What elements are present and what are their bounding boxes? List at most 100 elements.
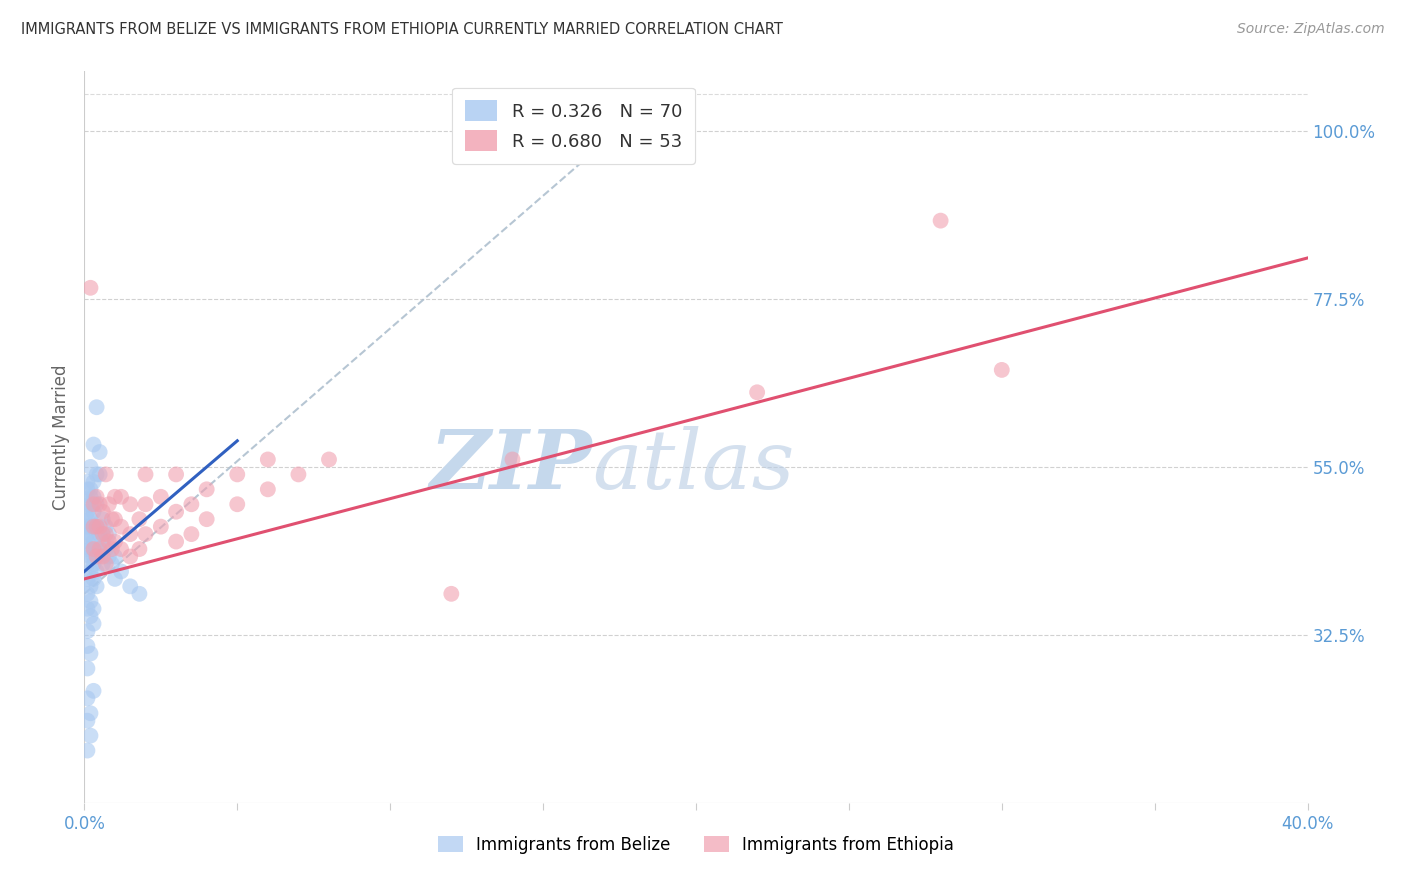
Point [79, 729, 101, 743]
Point [149, 519, 172, 533]
Point [76, 512, 98, 526]
Point [440, 587, 463, 601]
Point [83, 572, 105, 586]
Point [94, 467, 117, 482]
Point [79, 519, 101, 533]
Point [79, 542, 101, 557]
Point [79, 281, 101, 295]
Point [101, 512, 124, 526]
Point [79, 483, 101, 497]
Legend: R = 0.326   N = 70, R = 0.680   N = 53: R = 0.326 N = 70, R = 0.680 N = 53 [453, 87, 695, 164]
Point [929, 213, 952, 227]
Point [79, 565, 101, 579]
Text: ZIP: ZIP [429, 426, 592, 507]
Point [257, 483, 280, 497]
Point [747, 385, 769, 400]
Point [94, 527, 117, 541]
Point [83, 534, 105, 549]
Point [101, 542, 124, 557]
Point [110, 490, 132, 504]
Point [89, 542, 111, 557]
Point [120, 497, 142, 511]
Point [91, 527, 114, 541]
Point [91, 512, 114, 526]
Point [94, 519, 117, 533]
Point [76, 534, 98, 549]
Point [94, 557, 117, 571]
Point [86, 497, 108, 511]
Point [86, 579, 108, 593]
Point [104, 512, 127, 526]
Point [76, 572, 98, 586]
Point [110, 542, 132, 557]
Point [226, 497, 249, 511]
Point [76, 475, 98, 489]
Point [97, 497, 120, 511]
Point [94, 542, 117, 557]
Point [120, 549, 142, 564]
Point [79, 706, 101, 721]
Point [79, 549, 101, 564]
Point [79, 647, 101, 661]
Point [287, 467, 309, 482]
Point [79, 579, 101, 593]
Point [76, 542, 98, 557]
Point [83, 519, 105, 533]
Point [83, 490, 105, 504]
Point [86, 519, 108, 533]
Point [135, 497, 157, 511]
Point [195, 483, 218, 497]
Point [83, 557, 105, 571]
Point [86, 542, 108, 557]
Point [89, 527, 111, 541]
Point [76, 505, 98, 519]
Point [110, 565, 132, 579]
Point [97, 527, 120, 541]
Point [79, 459, 101, 474]
Point [76, 527, 98, 541]
Point [195, 512, 218, 526]
Point [83, 505, 105, 519]
Point [86, 519, 108, 533]
Point [104, 534, 127, 549]
Point [86, 401, 108, 415]
Point [120, 579, 142, 593]
Point [135, 467, 157, 482]
Point [79, 497, 101, 511]
Y-axis label: Currently Married: Currently Married [52, 364, 70, 510]
Point [76, 691, 98, 706]
Point [91, 549, 114, 564]
Point [89, 497, 111, 511]
Point [83, 475, 105, 489]
Point [83, 437, 105, 451]
Point [79, 594, 101, 608]
Text: atlas: atlas [592, 426, 794, 507]
Point [149, 490, 172, 504]
Point [165, 534, 187, 549]
Point [165, 505, 187, 519]
Point [110, 519, 132, 533]
Point [128, 587, 150, 601]
Point [79, 490, 101, 504]
Point [83, 549, 105, 564]
Point [83, 601, 105, 615]
Point [104, 490, 127, 504]
Point [86, 467, 108, 482]
Point [91, 505, 114, 519]
Point [79, 512, 101, 526]
Point [86, 549, 108, 564]
Point [180, 497, 202, 511]
Point [76, 624, 98, 639]
Point [76, 743, 98, 757]
Point [89, 445, 111, 459]
Point [76, 661, 98, 675]
Point [76, 557, 98, 571]
Text: IMMIGRANTS FROM BELIZE VS IMMIGRANTS FROM ETHIOPIA CURRENTLY MARRIED CORRELATION: IMMIGRANTS FROM BELIZE VS IMMIGRANTS FRO… [21, 22, 783, 37]
Point [104, 549, 127, 564]
Point [83, 683, 105, 698]
Point [76, 587, 98, 601]
Point [257, 452, 280, 467]
Point [135, 527, 157, 541]
Point [79, 527, 101, 541]
Point [91, 534, 114, 549]
